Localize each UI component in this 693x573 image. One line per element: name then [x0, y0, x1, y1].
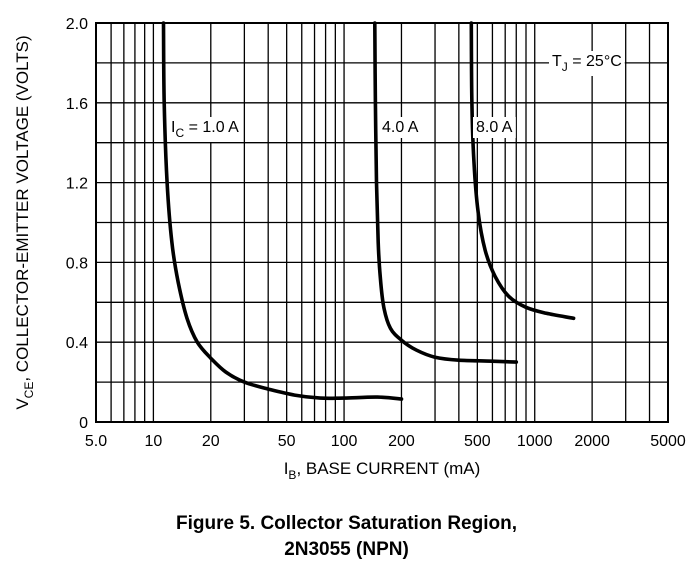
y-tick-label: 0: [79, 415, 88, 432]
curve-series-3: [469, 21, 576, 321]
curve-label-1a: IC = 1.0 A: [171, 119, 239, 140]
x-axis-label-rest: , BASE CURRENT (mA): [296, 459, 480, 478]
chart: 5.0 10 20 50 100 200 500 1000 2000 5000 0 0.4 0.8 1.…: [13, 16, 686, 482]
y-tick-label: 0.8: [66, 255, 88, 272]
plot-frame: [95, 22, 669, 423]
y-tick-label: 1.6: [66, 96, 88, 113]
x-tick-label: 100: [331, 433, 358, 450]
figure-caption-subtitle: 2N3055 (NPN): [284, 539, 409, 560]
y-axis-label-rest: , COLLECTOR-EMITTER VOLTAGE (VOLTS): [13, 35, 32, 381]
curves: [161, 21, 576, 401]
curve-label-1a-main: I: [171, 119, 175, 136]
curve-label-background: [168, 117, 243, 142]
x-tick-label: 1000: [517, 433, 553, 450]
curve-label-4a: 4.0 A: [382, 119, 419, 136]
curve-label-1a-rest: = 1.0 A: [184, 119, 239, 136]
y-axis-label: VCE, COLLECTOR-EMITTER VOLTAGE (VOLTS): [13, 35, 36, 409]
x-axis-label-main: I: [284, 459, 289, 478]
x-tick-label: 5.0: [85, 433, 107, 450]
curve-series-1: [161, 21, 404, 401]
curve-label-background: [473, 117, 516, 138]
figure-caption-title: Figure 5. Collector Saturation Region,: [176, 513, 517, 534]
annotation-main: T: [552, 53, 562, 70]
annotation-rest: = 25°C: [568, 53, 622, 70]
y-tick-label: 0.4: [66, 335, 88, 352]
y-tick-label: 1.2: [66, 176, 88, 193]
curve-series-2: [373, 21, 519, 364]
x-tick-labels: 5.0 10 20 50 100 200 500 1000 2000 5000: [85, 433, 686, 450]
y-axis-label-sub: CE: [22, 382, 36, 399]
y-tick-label: 2.0: [66, 16, 88, 33]
x-tick-label: 5000: [650, 433, 686, 450]
x-tick-label: 200: [388, 433, 415, 450]
annotation-background: [549, 51, 625, 76]
curve-label-8a: 8.0 A: [476, 119, 513, 136]
y-tick-labels: 0 0.4 0.8 1.2 1.6 2.0: [66, 16, 88, 432]
annotation-sub: J: [562, 60, 568, 74]
x-tick-label: 500: [464, 433, 491, 450]
grid: [96, 23, 668, 422]
x-axis-label-sub: B: [288, 468, 296, 482]
y-axis-label-main: V: [13, 398, 32, 410]
curve-label-1a-sub: C: [175, 126, 184, 140]
x-tick-label: 50: [278, 433, 296, 450]
curve-labels: IC = 1.0 A 4.0 A 8.0 A: [168, 117, 516, 142]
x-tick-label: 10: [144, 433, 162, 450]
temperature-annotation: TJ = 25°C: [552, 53, 622, 74]
x-axis-label: IB, BASE CURRENT (mA): [284, 459, 481, 482]
x-tick-label: 2000: [574, 433, 610, 450]
x-tick-label: 20: [202, 433, 220, 450]
curve-label-background: [379, 117, 422, 138]
